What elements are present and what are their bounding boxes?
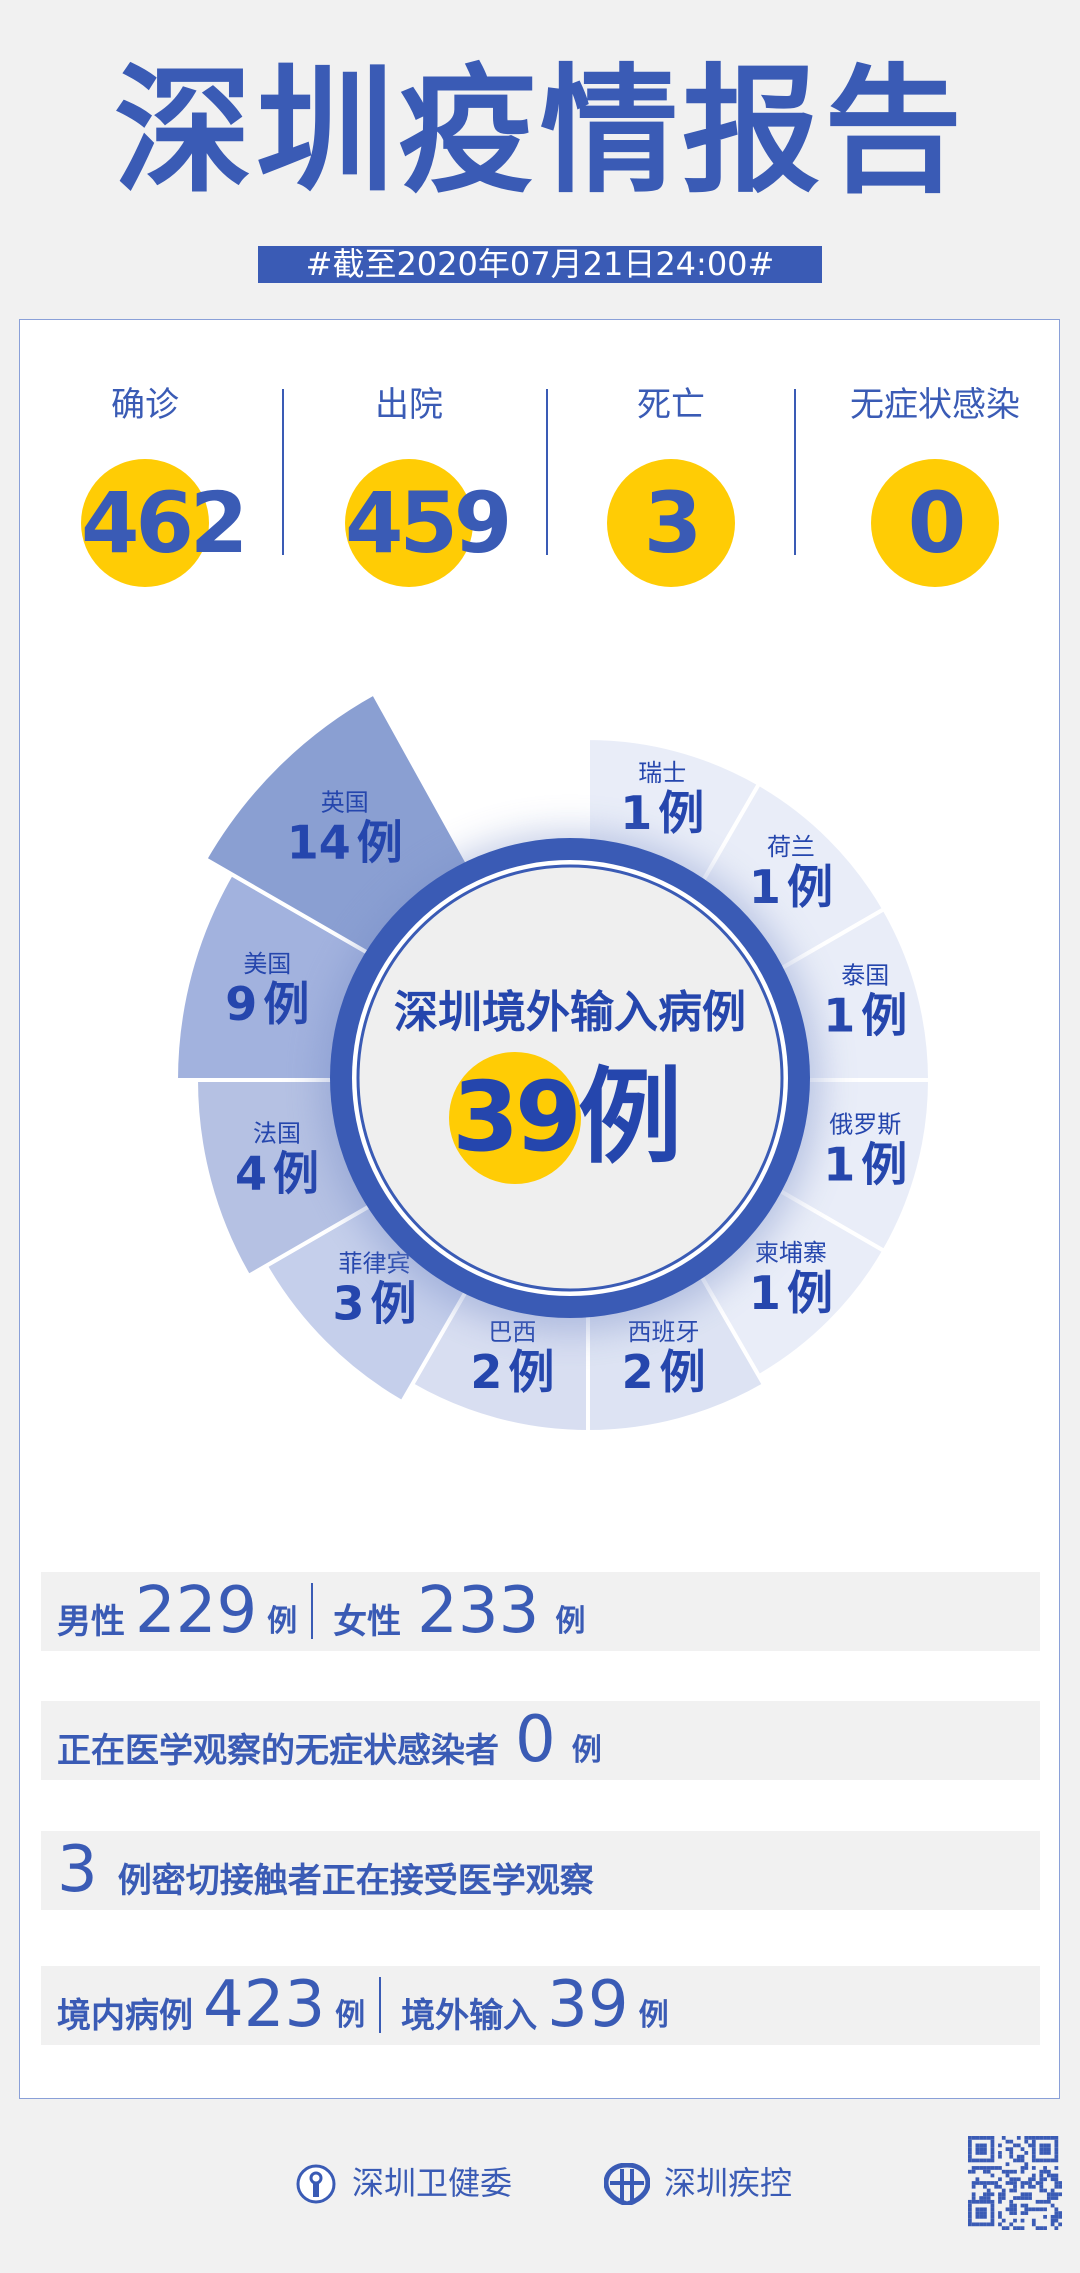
female-count: 233 <box>417 1574 540 1648</box>
stat-value: 459 <box>345 459 512 587</box>
stat-label: 确诊 <box>111 385 179 425</box>
segment-country-label: 英国 <box>321 789 369 817</box>
segment-country-label: 柬埔寨 <box>755 1239 827 1267</box>
segment-value: 2 <box>470 1345 502 1399</box>
female-label: 女性 <box>333 1602 402 1642</box>
stat-deaths: 死亡 3 <box>540 383 802 587</box>
stat-confirmed: 确诊 462 <box>14 383 276 587</box>
center-disc <box>356 864 784 1292</box>
segment-unit: 例 <box>508 1345 554 1399</box>
segment-country-label: 瑞士 <box>638 759 686 787</box>
segment-value: 14 <box>287 816 351 870</box>
divider <box>794 389 796 555</box>
qr-code-icon[interactable] <box>968 2136 1062 2230</box>
segment-unit: 例 <box>787 1266 833 1320</box>
center-title: 深圳境外输入病例 <box>394 987 746 1038</box>
unit: 例 <box>571 1733 602 1768</box>
gender-row: 男性 229 例 女性 233 例 <box>41 1572 1040 1651</box>
segment-value: 1 <box>749 860 781 914</box>
divider <box>379 1977 382 2033</box>
unit: 例 <box>335 1998 366 2033</box>
date-banner: #截至2020年07月21日24:00# <box>258 246 822 283</box>
divider <box>546 389 548 555</box>
segment-country-label: 俄罗斯 <box>829 1110 901 1138</box>
stat-value: 3 <box>607 459 735 587</box>
segment-unit: 例 <box>273 1146 319 1200</box>
imported-count: 39 <box>547 1968 629 2042</box>
segment-value: 3 <box>332 1277 364 1331</box>
unit: 例 <box>267 1604 298 1639</box>
segment-unit: 例 <box>357 816 403 870</box>
contacts-row: 3 例密切接触者正在接受医学观察 <box>41 1831 1040 1910</box>
cdc-name: 深圳疾控 <box>664 2164 793 2202</box>
segment-value: 1 <box>749 1266 781 1320</box>
stat-asymptomatic: 无症状感染 0 <box>804 383 1066 587</box>
segment-value: 1 <box>620 786 652 840</box>
stat-label: 出院 <box>375 385 443 425</box>
segment-country-label: 荷兰 <box>767 833 815 861</box>
segment-country-label: 西班牙 <box>628 1318 700 1346</box>
male-label: 男性 <box>57 1602 125 1642</box>
stat-label: 死亡 <box>637 385 705 425</box>
health-commission-logo-icon <box>296 2164 336 2204</box>
contacts-label: 例密切接触者正在接受医学观察 <box>117 1861 594 1901</box>
local-count: 423 <box>203 1968 326 2042</box>
segment-value: 2 <box>622 1345 654 1399</box>
asymptomatic-row: 正在医学观察的无症状感染者 0 例 <box>41 1701 1040 1780</box>
segment-value-label: 14 例 <box>287 816 403 870</box>
cdc-logo-icon <box>604 2163 650 2205</box>
segment-country-label: 泰国 <box>841 962 889 990</box>
unit: 例 <box>638 1998 669 2033</box>
origin-row: 境内病例 423 例 境外输入 39 例 <box>41 1966 1040 2045</box>
segment-value: 1 <box>823 1137 855 1191</box>
health-commission-name: 深圳卫健委 <box>352 2164 513 2202</box>
total-highlight-circle <box>449 1052 581 1184</box>
imported-label: 境外输入 <box>401 1996 538 2036</box>
asymptomatic-label: 正在医学观察的无症状感染者 <box>57 1731 499 1771</box>
segment-unit: 例 <box>787 860 833 914</box>
segment-unit: 例 <box>861 1137 907 1191</box>
segment-unit: 例 <box>658 786 704 840</box>
segment-country-label: 美国 <box>243 950 291 978</box>
center-total: 39 <box>452 1061 578 1173</box>
divider <box>282 389 284 555</box>
center-unit: 例 <box>578 1056 682 1178</box>
local-label: 境内病例 <box>57 1996 193 2036</box>
stat-discharged: 出院 459 <box>278 383 540 587</box>
segment-country-label: 法国 <box>253 1119 301 1147</box>
male-count: 229 <box>135 1574 258 1648</box>
segment-value: 1 <box>823 989 855 1043</box>
asymptomatic-count: 0 <box>515 1703 556 1777</box>
segment-unit: 例 <box>660 1345 706 1399</box>
stat-label: 无症状感染 <box>850 385 1020 425</box>
segment-unit: 例 <box>263 977 309 1031</box>
page-title: 深圳疫情报告 <box>113 51 966 212</box>
contacts-count: 3 <box>57 1833 98 1907</box>
divider <box>311 1583 314 1639</box>
segment-value: 4 <box>235 1146 267 1200</box>
segment-value: 9 <box>225 977 257 1031</box>
segment-unit: 例 <box>370 1277 416 1331</box>
stat-value: 0 <box>871 459 999 587</box>
unit: 例 <box>555 1604 586 1639</box>
segment-unit: 例 <box>861 989 907 1043</box>
